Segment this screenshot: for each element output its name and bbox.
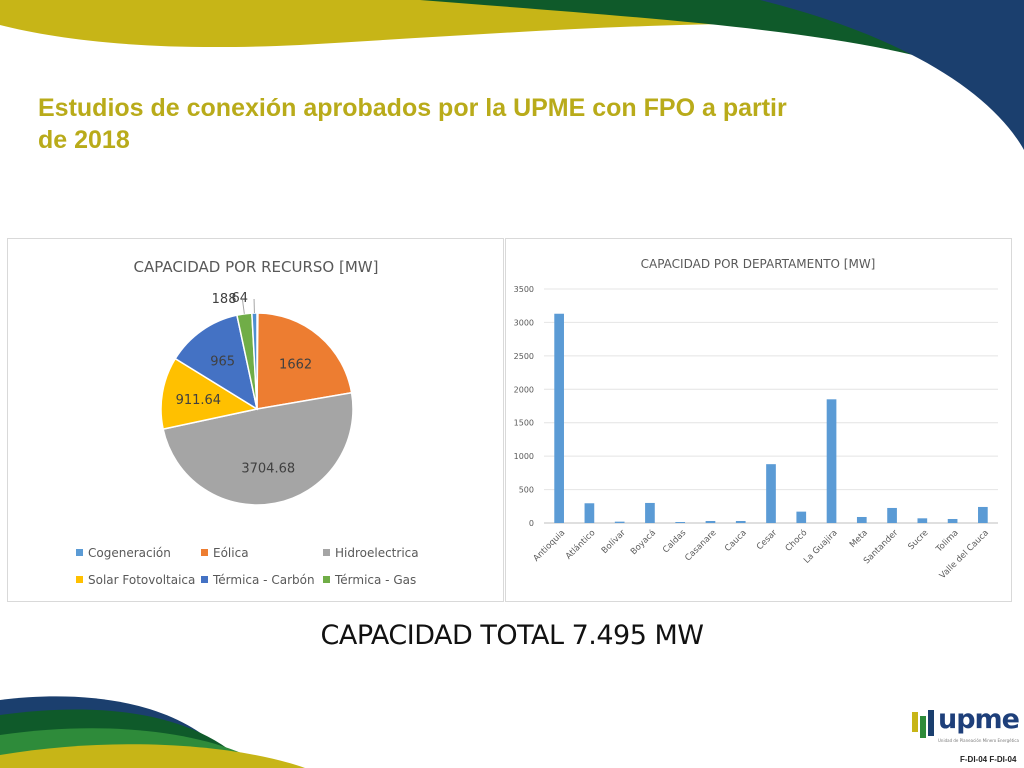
pie-slice [251,312,258,410]
legend-label: Térmica - Gas [335,573,417,587]
bar-y-tick-label: 1500 [514,419,534,428]
bar-x-tick-label: Antioquia [532,528,568,564]
bar [856,516,867,523]
slide-title: Estudios de conexión aprobados por la UP… [38,94,787,154]
pie-data-label: 188 [212,292,237,307]
pie-legend-item: Eólica [201,546,249,560]
legend-label: Solar Fotovoltaica [88,573,196,587]
pie-chart-panel: CAPACIDAD POR RECURSO [MW] 1662 3704.68 91… [7,238,504,602]
pie-legend-item: Hidroelectrica [323,546,419,560]
document-code: F-DI-04 F-DI-04 [960,755,1017,764]
bar-y-tick-label: 2000 [514,385,534,394]
pie-chart: CAPACIDAD POR RECURSO [MW] 1662 3704.68 91… [134,258,379,506]
pie-slice [174,314,259,411]
bar-x-tick-label: Caldas [661,528,689,556]
logo-mark-icon [912,710,934,738]
pie-legend-item: Térmica - Gas [323,573,416,587]
pie-legend-item: Solar Fotovoltaica [76,573,195,587]
bar-x-tick-label: Chocó [783,527,809,553]
pie-data-label: 965 [210,354,235,369]
legend-label: Térmica - Carbón [213,573,315,587]
bar-x-tick-label: Sucre [906,528,930,552]
pie-data-label: 3704.68 [241,461,295,476]
legend-swatch [76,549,83,556]
pie-leader-line [242,299,245,314]
bar [796,511,807,523]
pie-legend-item: Térmica - Carbón [201,573,315,587]
bar-x-tick-label: Cesar [755,528,780,553]
legend-swatch [201,549,208,556]
bar [554,313,564,523]
bar-x-tick-label: Bolívar [600,528,628,556]
bar-y-tick-label: 3500 [514,285,534,294]
total-capacity-label: CAPACIDAD TOTAL 7.495 MW [320,620,704,651]
bar-y-tick-label: 1000 [514,452,534,461]
bar-x-tick-label: Meta [848,528,870,550]
logo-wordmark: upme [938,704,1020,735]
legend-label: Cogeneración [88,546,171,560]
bar [584,503,595,523]
bar [947,518,958,523]
bar-y-tick-label: 0 [529,519,534,528]
legend-swatch [76,576,83,583]
pie-slice [162,391,354,506]
legend-swatch [323,576,330,583]
bar [735,520,746,523]
pie-slice [160,357,259,430]
bar [887,507,897,523]
bar [766,464,776,523]
bar [917,518,928,523]
bar-chart: CAPACIDAD POR DEPARTAMENTO [MW] 0 500 1000… [514,257,998,581]
bar-y-tick-label: 2500 [514,352,534,361]
bar-x-tick-label: Boyacá [629,528,658,557]
bar-y-tick-label: 500 [519,486,534,495]
header-swoosh-navy [760,0,1024,150]
legend-swatch [323,549,330,556]
pie-data-label: 1662 [279,358,312,373]
bar-chart-panel: CAPACIDAD POR DEPARTAMENTO [MW] 0 500 1000… [505,238,1012,602]
logo-subtitle: Unidad de Planeación Minero Energética [938,738,1019,743]
pie-data-label: 64 [232,291,249,306]
bar [826,399,837,523]
bar [645,502,655,523]
pie-chart-title: CAPACIDAD POR RECURSO [MW] [134,258,379,276]
bar [614,521,625,523]
pie-legend-item: Cogeneración [76,546,171,560]
bar-y-tick-label: 3000 [514,318,534,327]
bar-chart-title: CAPACIDAD POR DEPARTAMENTO [MW] [641,257,876,271]
legend-label: Hidroelectrica [335,546,419,560]
pie-slice [256,312,353,410]
bar [705,520,716,523]
upme-logo: upme Unidad de Planeación Minero Energét… [908,704,1020,748]
legend-label: Eólica [213,546,249,560]
bar-x-tick-label: Atlántico [564,528,598,562]
legend-swatch [201,576,208,583]
bar-x-tick-label: Casanare [683,528,718,563]
bar [978,506,988,523]
pie-data-label: 911.64 [176,393,222,408]
bar-x-tick-label: Cauca [723,528,749,554]
bar-x-tick-label: Tolima [934,528,961,555]
bar [675,521,686,523]
footer-swoosh-olive [0,744,305,768]
